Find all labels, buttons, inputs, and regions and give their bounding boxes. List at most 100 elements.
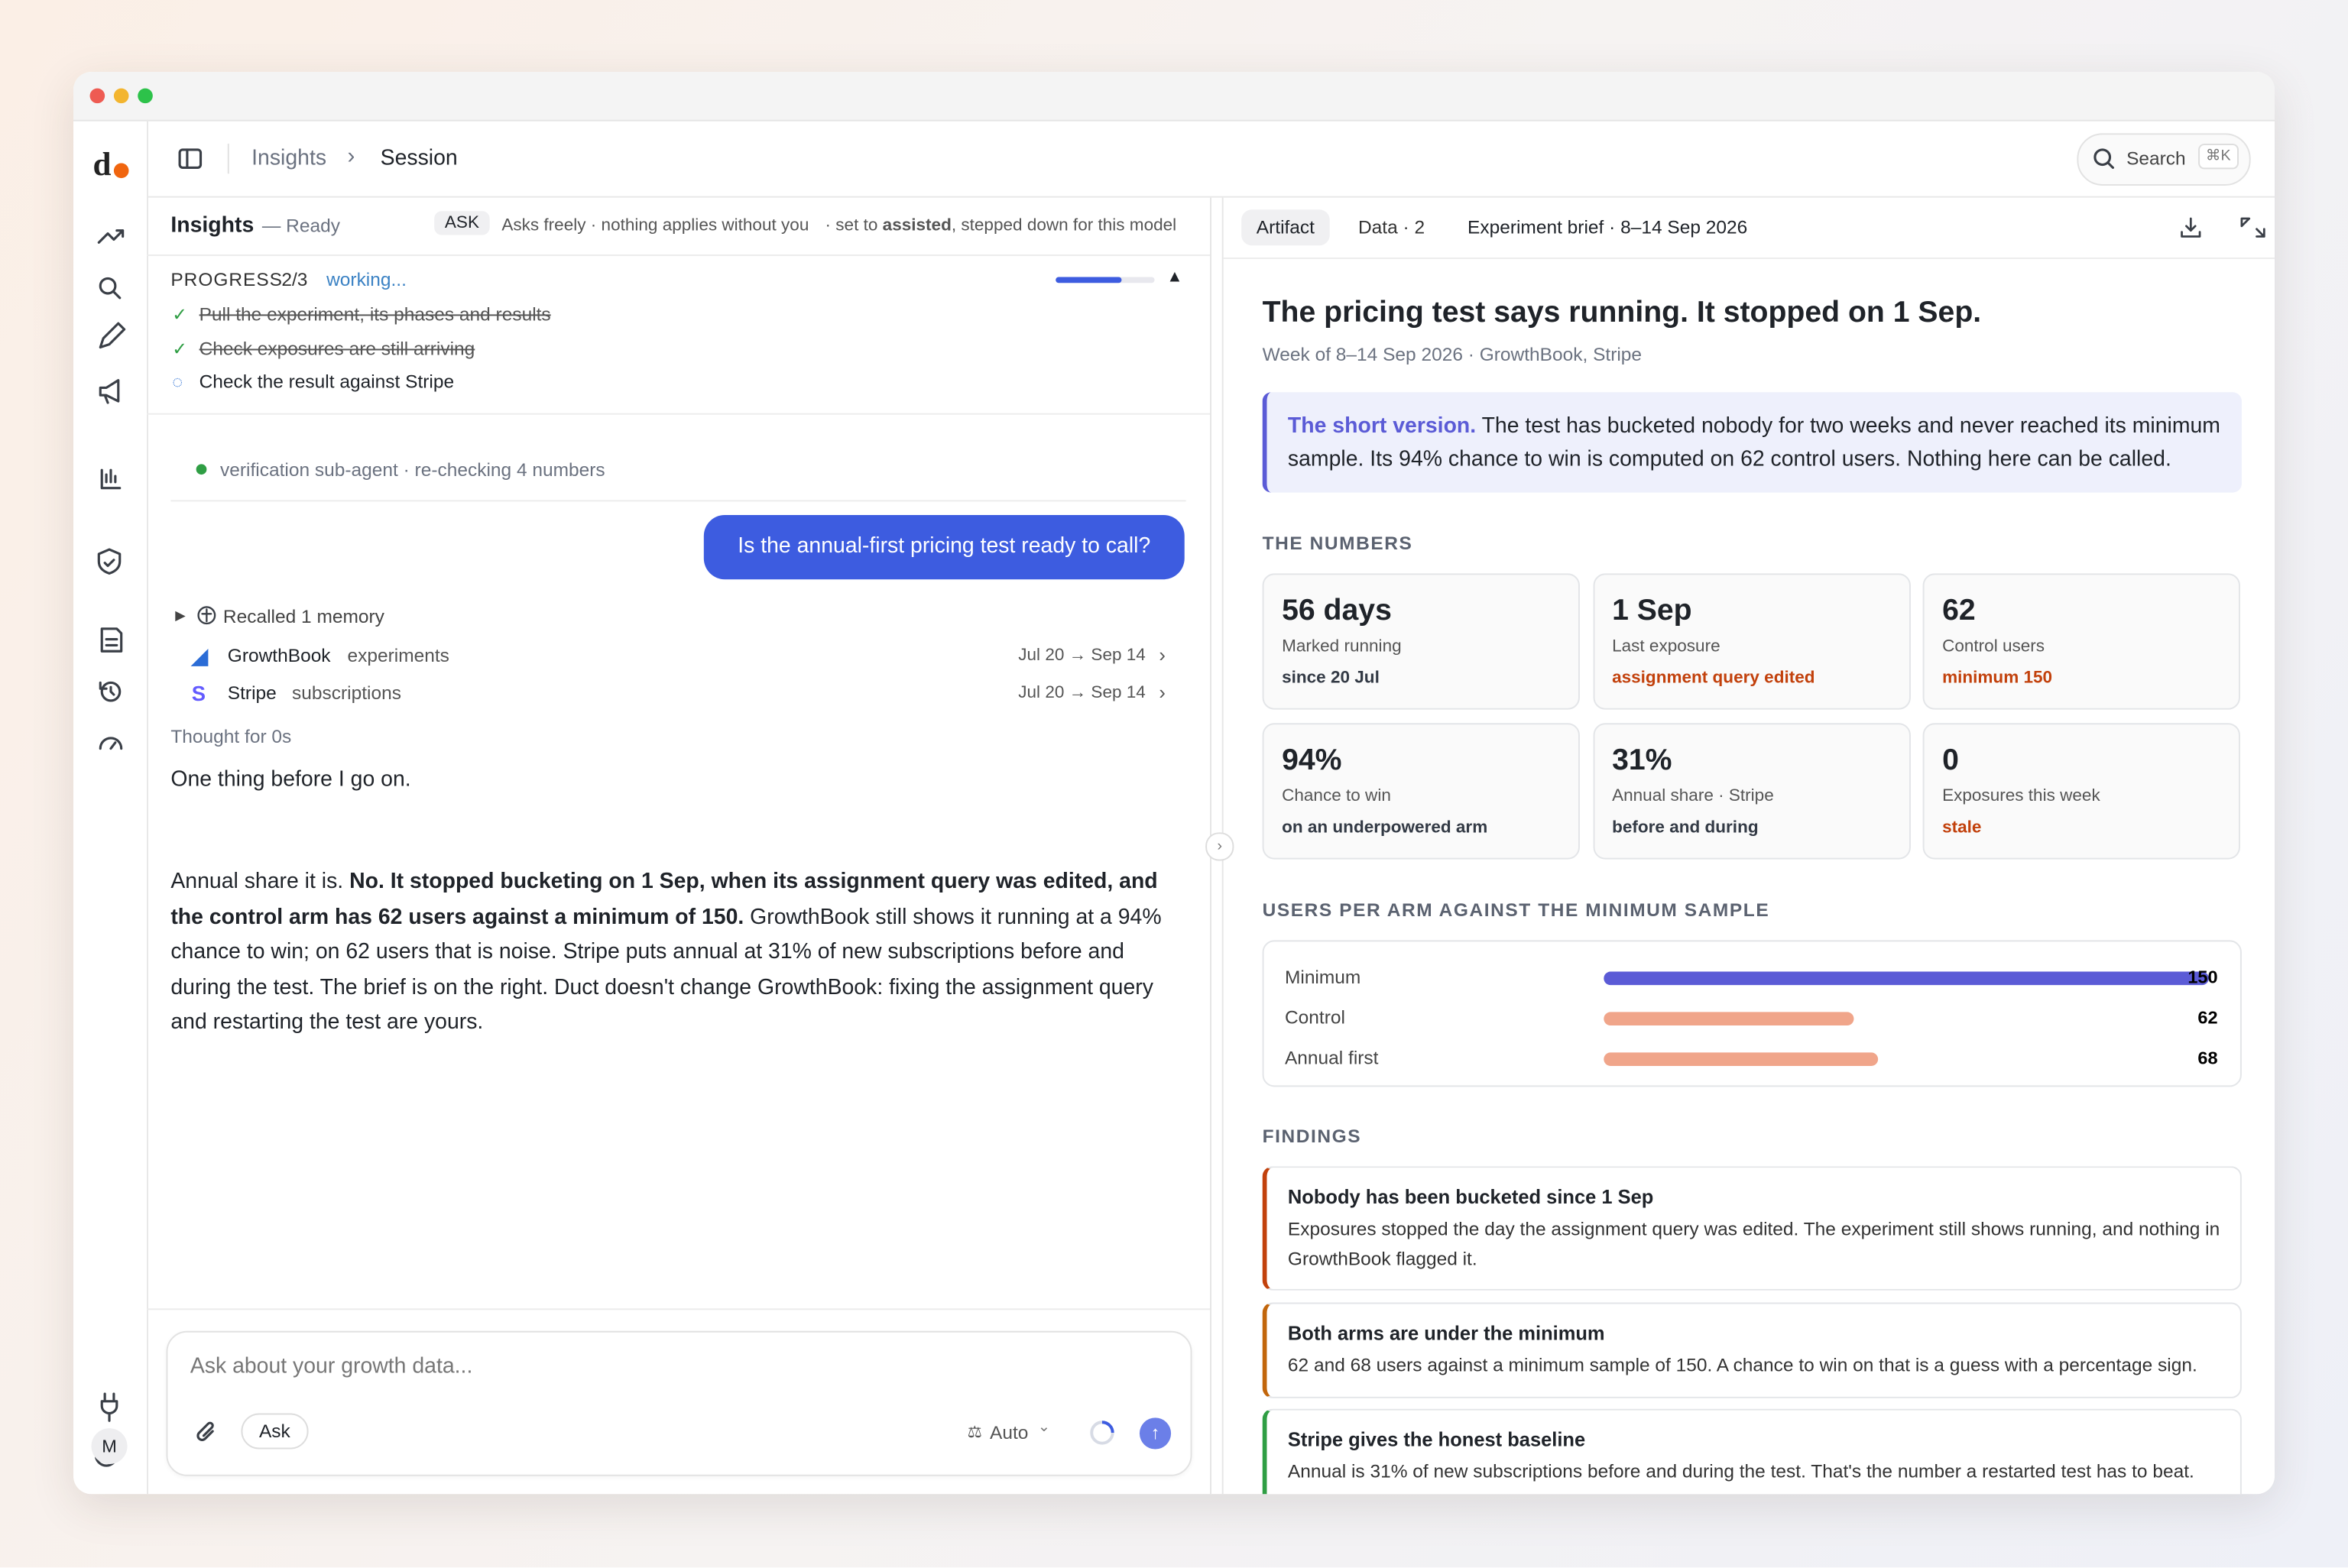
download-button[interactable] [2181, 217, 2201, 238]
metric-value: 56 days [1282, 594, 1392, 627]
model-caret: ⌄ [1037, 1419, 1051, 1436]
megaphone-icon[interactable] [99, 379, 120, 404]
artifact-subtitle: Week of 8–14 Sep 2026 · GrowthBook, Stri… [1262, 344, 1643, 366]
shortcut: ⌘K [2198, 144, 2239, 170]
memory-icon [197, 606, 216, 625]
metric-card [1262, 573, 1580, 710]
finding-title: Nobody has been bucketed since 1 Sep [1287, 1185, 1654, 1209]
progress-fill [1056, 277, 1122, 283]
summary-lead: The short version. [1287, 414, 1477, 439]
tab[interactable]: Data · 2 [1357, 217, 1425, 238]
reply: Annual share it is. No. It stopped bucke… [170, 865, 1189, 1041]
bar [1604, 971, 2209, 986]
source-kind: experiments [347, 645, 449, 666]
breadcrumb[interactable]: Insights [251, 147, 327, 171]
artifact-title: The pricing test says running. It stoppe… [1262, 296, 1982, 330]
close-button[interactable] [89, 88, 105, 104]
metric-value: 0 [1942, 744, 1959, 777]
status: — Ready [261, 215, 340, 237]
expand-button[interactable] [2240, 217, 2265, 238]
zoom-button[interactable] [138, 88, 153, 104]
metric-card [1922, 723, 2240, 860]
step: Check exposures are still arriving [199, 337, 475, 359]
thought[interactable]: Thought for 0s [170, 726, 292, 747]
panel-toggle[interactable]: › [1205, 832, 1234, 861]
chart-title: USERS PER ARM AGAINST THE MINIMUM SAMPLE [1262, 899, 1770, 921]
chat-input[interactable] [166, 1330, 1192, 1476]
step: Pull the experiment, its phases and resu… [199, 303, 551, 326]
text-run: assisted [882, 217, 952, 235]
summary: The short version. The test has bucketed… [1288, 410, 2224, 476]
chart-icon[interactable] [100, 468, 122, 490]
mode-badge[interactable]: ASK [434, 211, 490, 235]
model-selector[interactable]: Auto [990, 1422, 1029, 1443]
sidebar [73, 119, 148, 1495]
panel-actions [2181, 217, 2265, 238]
divider [170, 500, 1186, 502]
metric-card [1592, 723, 1910, 860]
tab[interactable]: Artifact [1241, 209, 1330, 246]
attach-button[interactable] [193, 1419, 220, 1446]
bar-label: Control [1285, 1008, 1345, 1029]
finding-card [1262, 1408, 2242, 1495]
bar-value: 62 [2197, 1007, 2217, 1027]
metric-label: Chance to win [1282, 787, 1391, 806]
step: Check the result against Stripe [199, 371, 455, 393]
title-bar [73, 72, 2275, 121]
separator [227, 144, 229, 174]
text-run: Annual share it is. [170, 870, 350, 894]
divider [147, 413, 1211, 415]
search-label: Search [2126, 147, 2186, 170]
shield-icon[interactable] [97, 548, 122, 575]
finding-body: 62 and 68 users against a minimum sample… [1287, 1355, 2197, 1376]
metric-label: Exposures this week [1942, 787, 2100, 806]
expand-memory[interactable]: ▶ [175, 607, 186, 624]
source-open[interactable]: › [1159, 643, 1166, 666]
arm-chart: Minimum 150 Control 62 Annual first 68 [1285, 967, 2218, 1069]
edit-icon[interactable] [99, 322, 126, 349]
text-run: No. It stopped bucketing on 1 Sep, when … [170, 870, 1158, 929]
metric-note: assignment query edited [1612, 669, 1815, 688]
gauge-icon[interactable] [99, 737, 123, 750]
bar-label: Minimum [1285, 967, 1360, 988]
divider [147, 254, 1211, 257]
search-icon[interactable] [99, 277, 117, 295]
app-window: d M Insights › Session Search ⌘K Insight… [73, 72, 2275, 1495]
bar-value: 68 [2197, 1048, 2217, 1067]
agent-dot [196, 464, 207, 475]
logo[interactable]: d [92, 145, 112, 183]
sidebar-icons [94, 229, 126, 1467]
history-icon[interactable] [100, 681, 122, 702]
trend-icon[interactable] [97, 229, 125, 244]
mode-text: Asks freely · nothing applies without yo… [501, 217, 809, 235]
panel-title: Insights [170, 214, 255, 238]
metric-value: 1 Sep [1612, 594, 1692, 627]
user-message: Is the annual-first pricing test ready t… [703, 514, 1185, 580]
sidebar-toggle[interactable] [177, 147, 203, 170]
input-placeholder[interactable]: Ask about your growth data... [190, 1355, 473, 1379]
document-icon[interactable] [100, 627, 123, 653]
minimize-button[interactable] [113, 88, 129, 104]
summary-box [1262, 392, 2242, 493]
memory-note[interactable]: Recalled 1 memory [222, 606, 384, 627]
finding-body: Annual is 31% of new subscriptions befor… [1287, 1461, 2194, 1482]
bar [1604, 1012, 1854, 1026]
source-icon: S [191, 681, 206, 705]
spinner-icon: ◌ [172, 371, 183, 393]
mode-selector[interactable]: Ask [241, 1413, 309, 1450]
collapse-progress[interactable]: ▲ [1166, 267, 1183, 287]
check-icon: ✓ [172, 337, 188, 359]
metric-card [1592, 573, 1910, 710]
source-open[interactable]: › [1159, 681, 1166, 704]
reply-intro: One thing before I go on. [170, 768, 411, 792]
user-avatar[interactable]: M [91, 1428, 128, 1465]
send-button[interactable]: ↑ [1139, 1417, 1172, 1450]
plug-icon[interactable] [100, 1392, 118, 1422]
text-run: , stepped down for this model [951, 217, 1177, 235]
source-name: GrowthBook [227, 645, 331, 666]
metric-label: Annual share · Stripe [1612, 787, 1774, 806]
metric-value: 94% [1282, 744, 1342, 777]
section-heading: THE NUMBERS [1262, 533, 1413, 554]
metric-note: before and during [1612, 818, 1759, 837]
